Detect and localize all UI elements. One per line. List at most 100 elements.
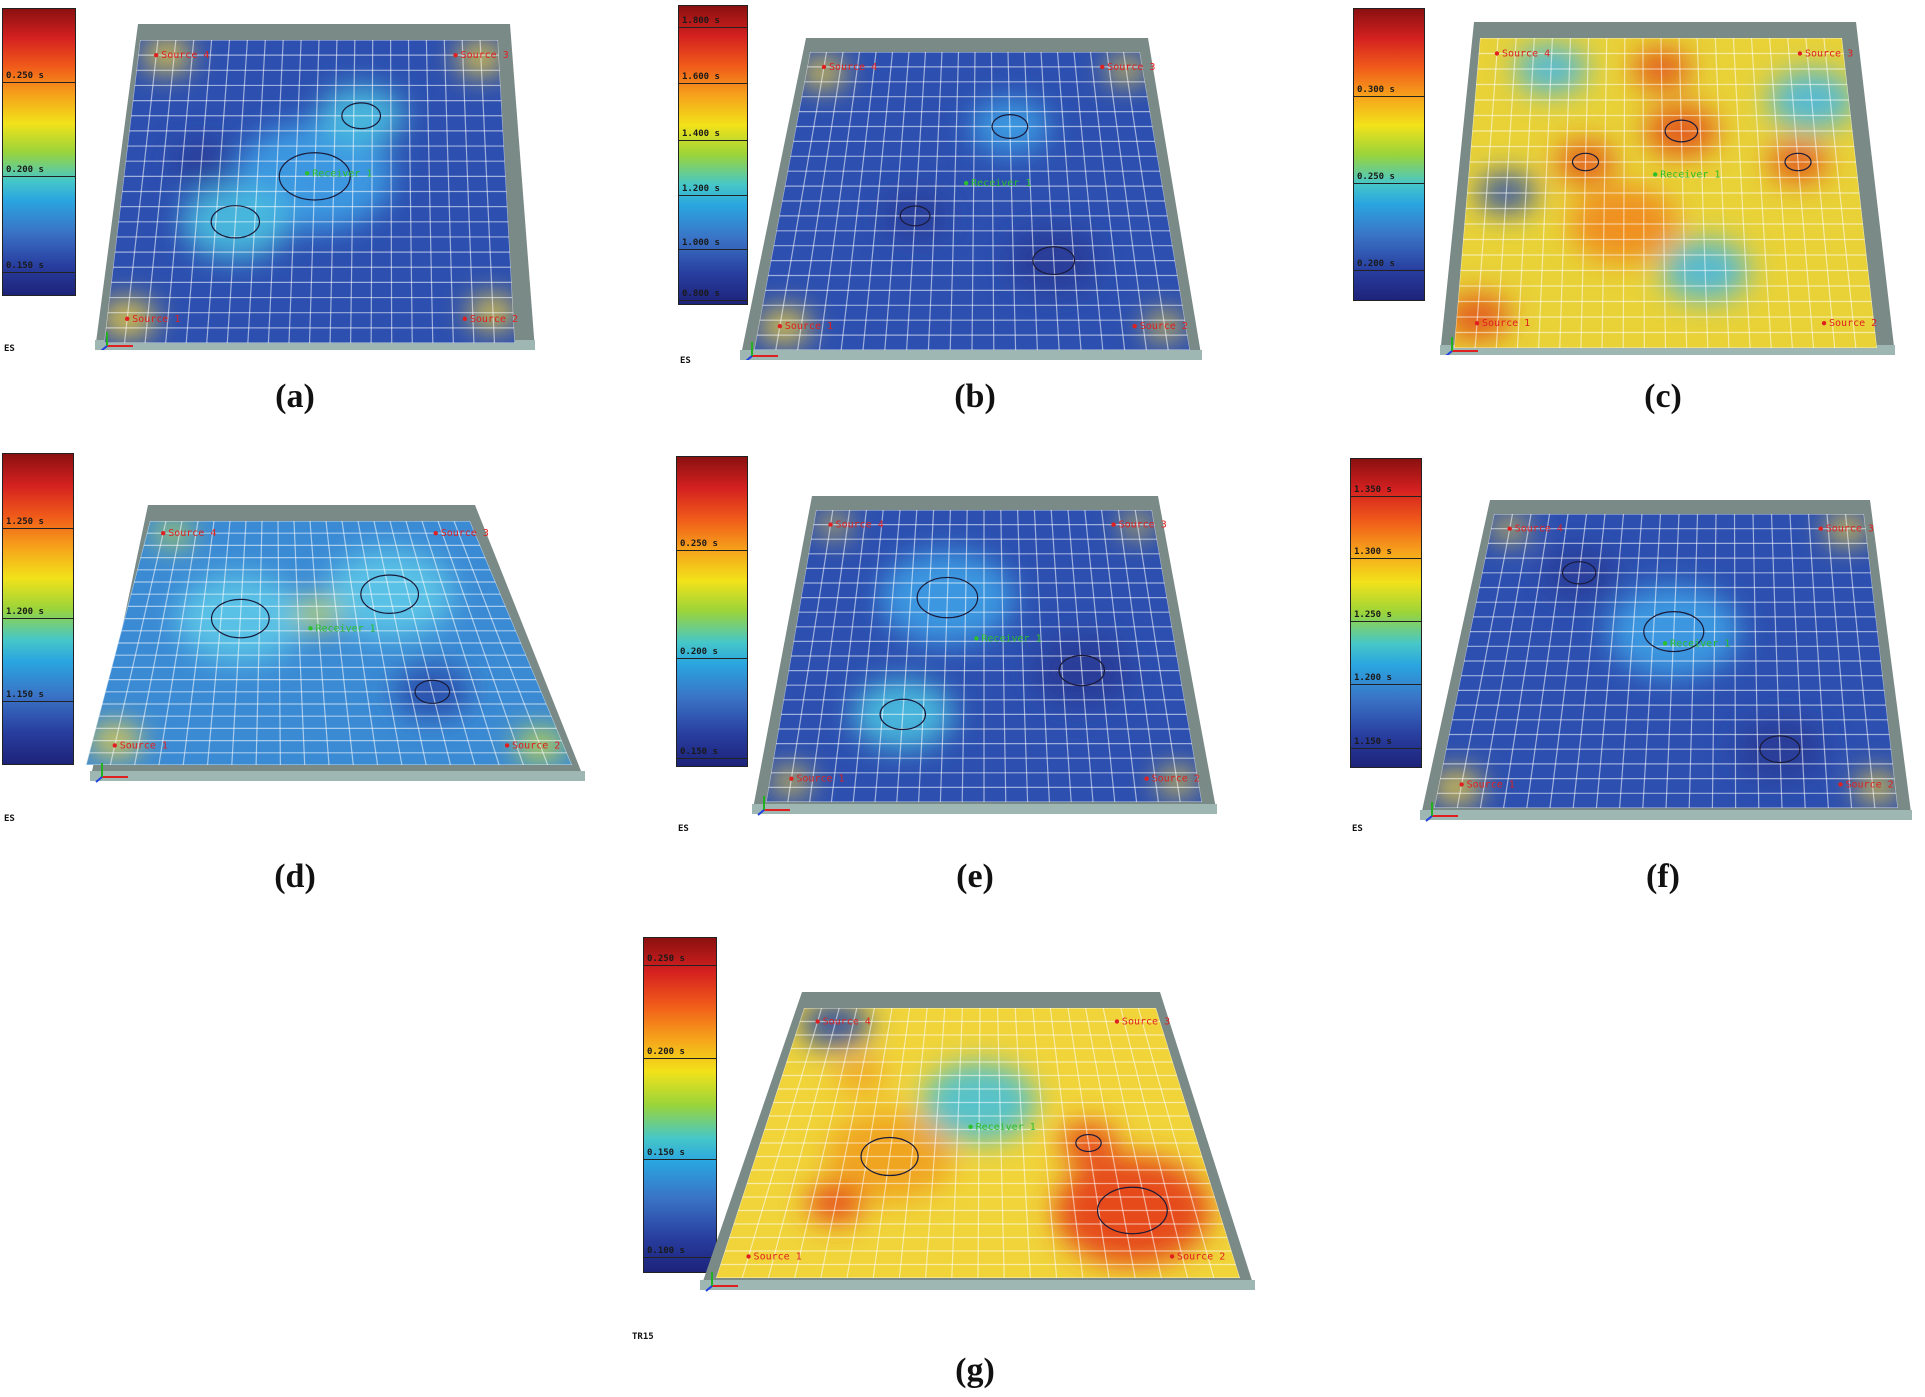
heatmap-plot: Source 4 Source 3 Source 1 Source 2 Receiver… bbox=[752, 496, 1217, 816]
axis-y bbox=[100, 345, 108, 350]
s1-label: Source 1 bbox=[120, 740, 168, 751]
colorbar-legend: 0.250 s 0.200 s 0.150 s bbox=[676, 456, 748, 767]
s1-marker bbox=[112, 743, 117, 748]
room-front-wall bbox=[740, 350, 1202, 360]
contour-line bbox=[916, 576, 979, 619]
room-front-wall bbox=[700, 1280, 1255, 1290]
s1-label: Source 1 bbox=[1467, 779, 1515, 790]
tick-label: 1.150 s bbox=[1354, 737, 1392, 747]
colorbar bbox=[678, 5, 748, 305]
axis-y bbox=[705, 1285, 713, 1292]
heat-blob bbox=[1855, 771, 1898, 803]
floor-grid bbox=[716, 1008, 1240, 1278]
caption: (c) bbox=[1644, 378, 1682, 415]
floor-grid bbox=[86, 521, 572, 765]
caption: (a) bbox=[275, 378, 315, 415]
tick-label: 1.200 s bbox=[6, 607, 44, 617]
floor-grid bbox=[104, 40, 515, 343]
axis-y bbox=[745, 355, 753, 360]
contour-line bbox=[1784, 152, 1812, 172]
tick-label: 0.150 s bbox=[680, 747, 718, 757]
unit-label: ES bbox=[678, 824, 689, 834]
contour-line bbox=[879, 698, 927, 731]
colorbar-legend: 1.350 s 1.300 s 1.250 s 1.200 s 1.150 s bbox=[1350, 458, 1422, 768]
contour-line bbox=[1664, 119, 1699, 143]
contour-line bbox=[210, 598, 270, 639]
s2-label: Source 2 bbox=[470, 314, 518, 325]
s2-marker bbox=[1838, 782, 1843, 787]
contour-line bbox=[1096, 1186, 1168, 1235]
s2-marker bbox=[462, 316, 468, 321]
r1-marker bbox=[963, 180, 969, 186]
colorbar-legend: 1.800 s 1.600 s 1.400 s 1.200 s 1.000 s … bbox=[678, 5, 748, 305]
floor-grid bbox=[1454, 38, 1877, 348]
s1-marker bbox=[777, 323, 783, 329]
colorbar-legend: 1.250 s 1.200 s 1.150 s bbox=[2, 453, 74, 765]
colorbar bbox=[1350, 458, 1422, 768]
tick-label: 0.250 s bbox=[647, 954, 685, 964]
contour-line bbox=[414, 679, 451, 704]
s1-label: Source 1 bbox=[1482, 318, 1530, 329]
s2-label: Source 2 bbox=[1846, 779, 1894, 790]
tick-label: 0.300 s bbox=[1357, 85, 1395, 95]
heatmap-plot: Source 4 Source 3 Source 1 Source 2 Receiver… bbox=[700, 992, 1255, 1292]
s2-marker bbox=[1821, 321, 1827, 326]
heatmap-floor bbox=[716, 1008, 1240, 1278]
r1-label: Receiver 1 bbox=[315, 623, 375, 634]
tick-label: 1.250 s bbox=[6, 517, 44, 527]
contour-line bbox=[341, 102, 382, 130]
s2-marker bbox=[504, 743, 510, 748]
s1-label: Source 1 bbox=[754, 1251, 802, 1262]
heatmap-floor bbox=[104, 40, 515, 343]
s3-marker bbox=[433, 531, 438, 536]
heatmap-plot: Source 4 Source 3 Source 1 Source 2 Receiver… bbox=[1440, 22, 1895, 355]
contour-line bbox=[1759, 735, 1801, 764]
s3-marker bbox=[1100, 64, 1105, 70]
axis-y bbox=[1425, 815, 1433, 822]
axis-y bbox=[1445, 350, 1453, 355]
r1-label: Receiver 1 bbox=[981, 633, 1041, 644]
contour-line bbox=[1561, 561, 1597, 585]
r1-label: Receiver 1 bbox=[1670, 638, 1730, 649]
heatmap-plot: Source 4 Source 3 Source 1 Source 2 Receiver… bbox=[740, 38, 1202, 360]
r1-label: Receiver 1 bbox=[976, 1122, 1036, 1133]
floor-grid bbox=[766, 510, 1202, 802]
tick-label: 0.250 s bbox=[680, 539, 718, 549]
tick-label: 1.400 s bbox=[682, 129, 720, 139]
s2-label: Source 2 bbox=[1152, 774, 1200, 785]
tick-label: 1.250 s bbox=[1354, 610, 1392, 620]
s1-marker bbox=[1474, 321, 1480, 326]
colorbar bbox=[676, 456, 748, 767]
heatmap-floor bbox=[1454, 38, 1877, 348]
s2-label: Source 2 bbox=[512, 740, 560, 751]
unit-label: TR15 bbox=[632, 1332, 654, 1342]
s2-marker bbox=[1169, 1254, 1175, 1259]
heatmap-floor bbox=[766, 510, 1202, 802]
s2-label: Source 2 bbox=[1140, 321, 1188, 332]
contour-line bbox=[860, 1136, 919, 1177]
tick-label: 1.300 s bbox=[1354, 547, 1392, 557]
colorbar bbox=[2, 8, 76, 296]
r1-label: Receiver 1 bbox=[1660, 169, 1720, 180]
s3-label: Source 3 bbox=[1122, 1017, 1170, 1028]
r1-marker bbox=[974, 636, 979, 641]
s3-marker bbox=[1114, 1019, 1120, 1024]
s3-marker bbox=[453, 52, 458, 58]
tick-label: 0.150 s bbox=[647, 1148, 685, 1158]
floor-grid bbox=[754, 52, 1190, 350]
s2-label: Source 2 bbox=[1177, 1251, 1225, 1262]
caption: (f) bbox=[1646, 858, 1680, 895]
unit-label: ES bbox=[4, 344, 15, 354]
s4-marker bbox=[821, 64, 827, 70]
contour-line bbox=[1058, 654, 1106, 687]
s3-marker bbox=[1111, 522, 1116, 527]
caption: (b) bbox=[954, 378, 996, 415]
tick-label: 1.200 s bbox=[682, 184, 720, 194]
contour-line bbox=[210, 205, 261, 239]
tick-label: 0.150 s bbox=[6, 261, 44, 271]
s4-label: Source 4 bbox=[1515, 524, 1563, 535]
axis-y bbox=[757, 809, 765, 816]
tick-label: 1.000 s bbox=[682, 238, 720, 248]
heatmap-floor bbox=[754, 52, 1190, 350]
s4-label: Source 4 bbox=[1502, 49, 1550, 60]
